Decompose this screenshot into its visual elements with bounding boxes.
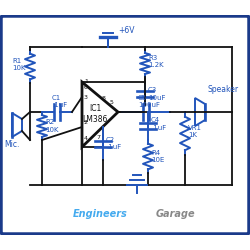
Text: C1
.1uF: C1 .1uF (52, 95, 67, 108)
Text: Engineers: Engineers (72, 209, 128, 219)
Text: R3
1.2K: R3 1.2K (148, 55, 164, 68)
Text: VR1
1K: VR1 1K (188, 125, 202, 138)
Text: Garage: Garage (155, 209, 195, 219)
Text: C4
.1uF: C4 .1uF (151, 118, 166, 130)
Text: +6V: +6V (118, 26, 134, 35)
Text: 2: 2 (84, 120, 88, 125)
Text: Mic.: Mic. (4, 140, 20, 149)
Text: R1
10K: R1 10K (12, 58, 26, 71)
Text: 1: 1 (84, 79, 88, 84)
Text: Speaker: Speaker (207, 85, 238, 94)
Text: 6: 6 (84, 85, 88, 90)
Text: C3
10uF: C3 10uF (148, 88, 166, 101)
Text: C5
100uF: C5 100uF (138, 95, 160, 108)
Text: 3: 3 (84, 95, 88, 100)
Text: C2
.1uF: C2 .1uF (106, 137, 121, 150)
Text: IC1
LM386: IC1 LM386 (82, 104, 108, 124)
Text: 8: 8 (102, 96, 106, 101)
Text: R4
10E: R4 10E (151, 150, 164, 163)
Text: 5: 5 (110, 100, 114, 105)
Text: 7: 7 (96, 135, 100, 140)
Text: R2
10K: R2 10K (45, 120, 59, 132)
Text: 4: 4 (84, 136, 88, 141)
